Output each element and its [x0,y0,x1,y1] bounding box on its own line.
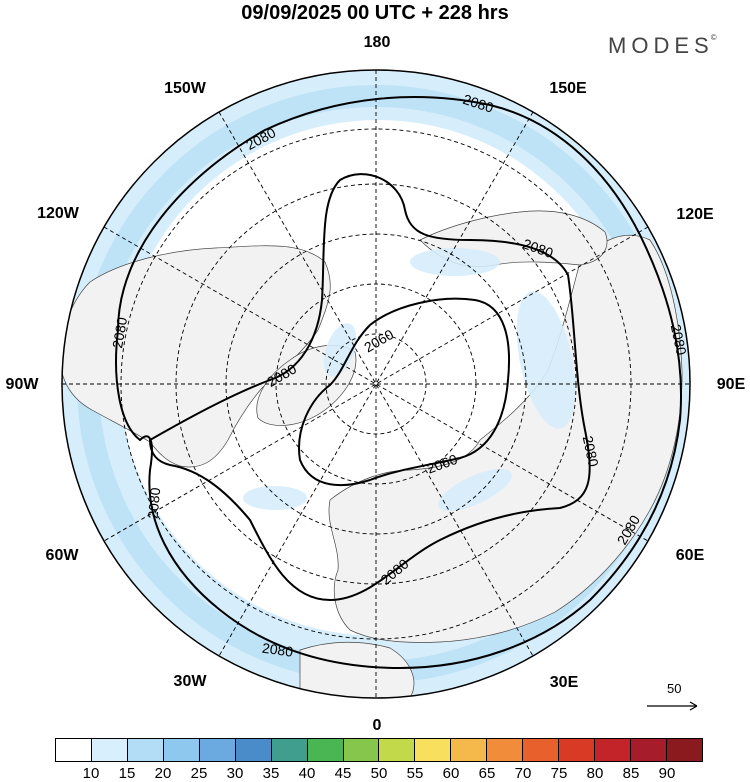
height-contours [115,96,683,670]
land-africa [299,641,415,698]
colorbar-box [127,739,164,761]
lon-label-30e: 30E [549,674,579,691]
contour-label: 2080 [145,487,164,520]
map-boundary [61,69,691,699]
contour-label: 2080 [261,640,294,660]
colorbar-box [559,739,596,761]
sea-shading [243,248,576,512]
colorbar-box [199,739,236,761]
contour-2080-outer [115,96,683,670]
land-masses [62,210,683,698]
colorbar-box [595,739,631,761]
colorbar-box [163,739,200,761]
colorbar-tick-label: 35 [262,765,280,782]
colorbar-box [666,739,702,761]
colorbar-box [451,739,488,761]
colorbar-box [91,739,128,761]
lon-label-120w: 120W [37,205,79,222]
colorbar-tick-label: 60 [442,765,460,782]
colorbar-tick-label: 20 [154,765,172,782]
contour-label: 2080 [580,434,602,468]
scale-vector-arrow [647,701,698,711]
colorbar-box [523,739,560,761]
colorbar [55,738,703,762]
colorbar-box [487,739,524,761]
colorbar-box [235,739,272,761]
colorbar-box [271,739,308,761]
colorbar-tick-label: 85 [622,765,640,782]
lon-label-90e: 90E [716,376,746,393]
colorbar-tick-label: 65 [478,765,496,782]
lon-label-150w: 150W [164,80,206,97]
contour-label: 2080 [668,323,690,357]
contour-2080-inner [148,173,591,602]
colorbar-box [343,739,380,761]
lon-label-60w: 60W [45,547,79,564]
land-north-america [62,245,331,468]
colorbar-ticks: 10 15 20 25 30 35 40 45 50 55 60 65 70 75 80 85 90 [55,765,703,782]
brand-name: MODES [608,33,714,58]
colorbar-tick-label: 70 [514,765,532,782]
copyright-mark: © [710,33,717,42]
lon-label-0: 0 [372,717,382,734]
colorbar-box [379,739,416,761]
colorbar-tick-label: 80 [586,765,604,782]
colorbar-tick-label: 25 [190,765,208,782]
colorbar-tick-label: 90 [658,765,676,782]
colorbar-box [307,739,344,761]
scale-vector-label: 50 [667,681,682,696]
colorbar-box [56,739,92,761]
colorbar-tick-label: 45 [334,765,352,782]
brand-logo: MODES© [608,33,717,59]
colorbar-tick-label: 30 [226,765,244,782]
colorbar-tick-label: 75 [550,765,568,782]
lon-label-90w: 90W [5,376,39,393]
contour-2060 [298,297,511,487]
colorbar-box [631,739,667,761]
colorbar-tick-label: 40 [298,765,316,782]
contour-label: 2080 [109,316,130,350]
map-title: 09/09/2025 00 UTC + 228 hrs [241,2,509,24]
lon-label-30w: 30W [173,673,207,690]
lon-label-150e: 150E [549,80,587,97]
colorbar-tick-label: 50 [370,765,388,782]
colorbar-tick-label: 55 [406,765,424,782]
colorbar-box [415,739,452,761]
lon-label-120e: 120E [676,206,714,223]
lon-label-60e: 60E [675,547,705,564]
lon-label-180: 180 [363,34,391,51]
colorbar-tick-label: 10 [82,765,100,782]
colorbar-tick-label: 15 [118,765,136,782]
land-eurasia [328,234,683,643]
